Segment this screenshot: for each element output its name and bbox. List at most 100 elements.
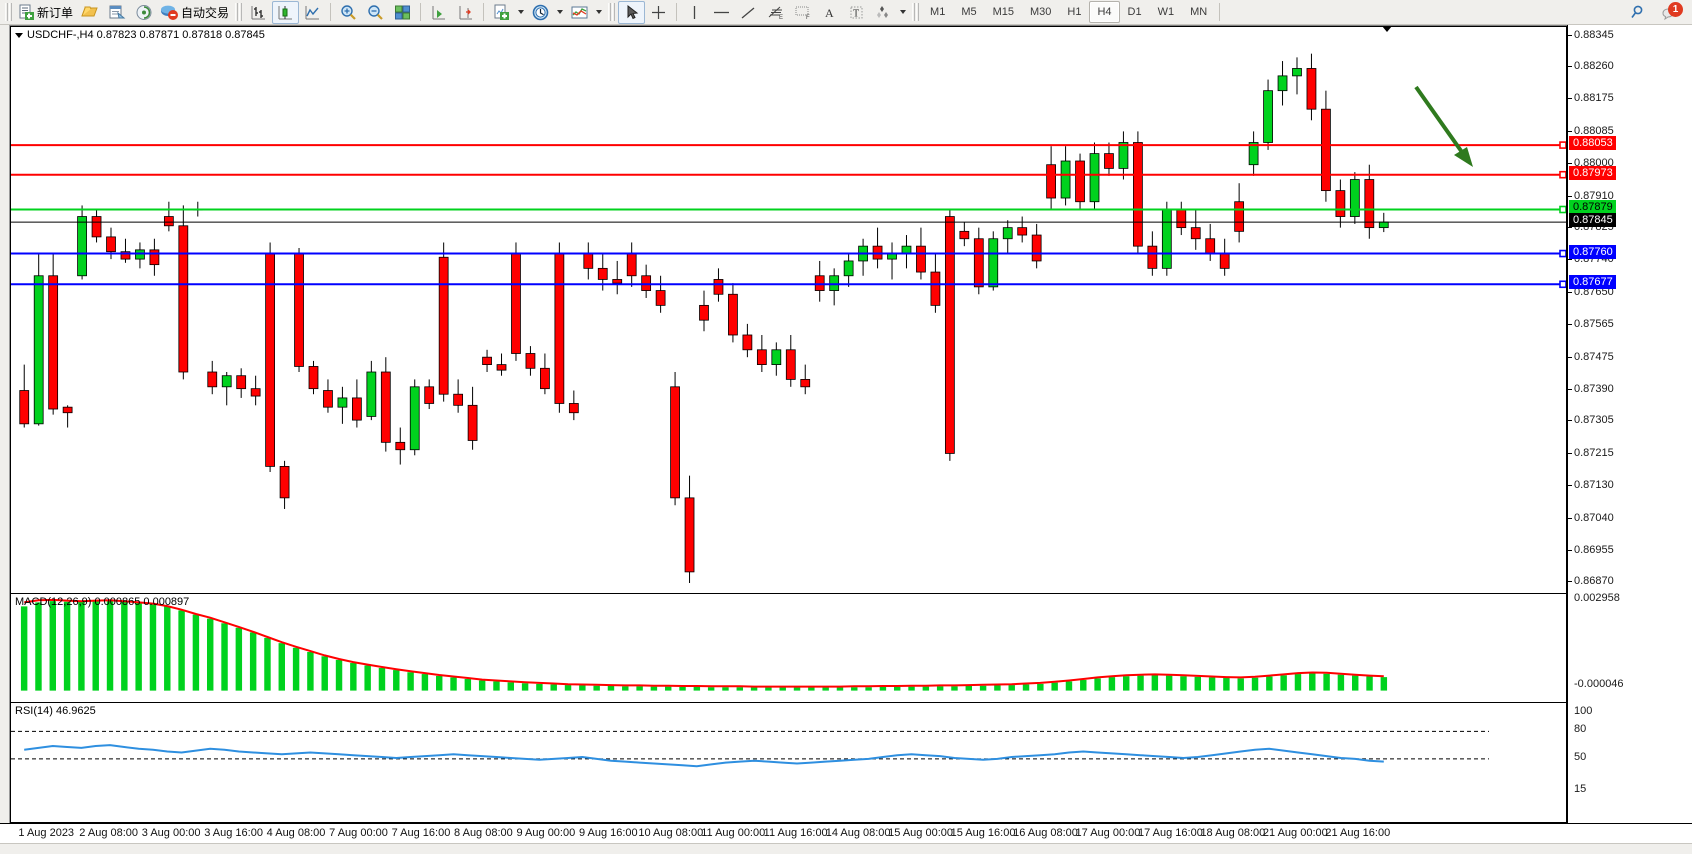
candle-body <box>380 371 391 443</box>
timeframe-m5[interactable]: M5 <box>961 6 977 18</box>
rsi-tick-15: 15 <box>1574 783 1587 795</box>
price-tag-support-2[interactable]: 0.87677 <box>1569 275 1616 290</box>
fibo-icon[interactable]: E <box>762 1 789 24</box>
period-dropdown-caret[interactable] <box>557 10 564 14</box>
candle-body <box>583 253 594 269</box>
chart-drop-marker-icon <box>1382 26 1392 32</box>
price-line-handle <box>1559 141 1566 149</box>
macd-label: MACD(12,26,9) 0.000865 0.000897 <box>15 596 190 608</box>
chart-shift-icon[interactable] <box>425 1 452 24</box>
auto-scroll-icon[interactable] <box>452 1 479 24</box>
price-line-handle <box>1559 249 1566 258</box>
down-arrow-shaft <box>1414 85 1466 157</box>
toolbar-grip-4[interactable] <box>912 3 920 21</box>
candle-body <box>1277 75 1288 92</box>
zoom-out-icon[interactable] <box>362 1 389 24</box>
crosshair-icon[interactable] <box>645 1 672 24</box>
time-tick: 3 Aug 16:00 <box>204 827 263 839</box>
candle-body <box>525 353 536 369</box>
macd-panel[interactable]: MACD(12,26,9) 0.000865 0.000897 <box>10 593 1567 704</box>
price-tag-support-1[interactable]: 0.87760 <box>1569 244 1616 259</box>
candle-body <box>1118 142 1129 169</box>
trendline-icon[interactable] <box>735 1 762 24</box>
candle-body <box>959 230 970 240</box>
candle-body <box>641 275 652 291</box>
svg-text:T: T <box>853 8 859 19</box>
svg-text:F: F <box>806 15 810 21</box>
objects-icon[interactable] <box>870 1 897 24</box>
price-tick: 0.87650 <box>1568 286 1614 298</box>
new-order-label: 新订单 <box>37 5 74 20</box>
time-tick: 17 Aug 00:00 <box>1075 827 1141 839</box>
indicators-icon[interactable] <box>566 1 593 24</box>
line-chart-icon[interactable] <box>299 1 326 24</box>
timeframe-w1[interactable]: W1 <box>1157 6 1175 18</box>
candle-body <box>62 406 73 414</box>
timeframe-mn[interactable]: MN <box>1190 6 1208 18</box>
time-tick: 16 Aug 08:00 <box>1013 827 1078 839</box>
rsi-panel[interactable]: RSI(14) 46.9625 <box>10 702 1567 823</box>
tile-windows-icon[interactable] <box>389 1 416 24</box>
candle-body <box>1190 227 1201 240</box>
fibo-f-icon[interactable]: F <box>789 1 816 24</box>
candle-body <box>568 403 579 414</box>
toolbar-grip-2[interactable] <box>235 3 243 21</box>
candle-body <box>453 393 464 406</box>
candle-body <box>91 216 102 238</box>
candle-body <box>149 249 160 266</box>
alerts-icon[interactable]: 1 <box>1657 1 1684 24</box>
price-line-handle <box>1559 205 1566 214</box>
collapse-triangle-icon[interactable] <box>15 32 23 38</box>
candle-body <box>265 253 275 467</box>
price-chart-svg <box>11 53 1566 583</box>
price-tag-entry[interactable]: 0.87879 <box>1569 200 1616 215</box>
timeframe-m15[interactable]: M15 <box>992 6 1014 18</box>
timeframe-h1[interactable]: H1 <box>1067 6 1082 18</box>
time-axis[interactable]: 1 Aug 2023 2 Aug 08:00 3 Aug 00:00 3 Aug 16… <box>0 823 1692 843</box>
candle-body <box>496 364 507 371</box>
indicators-dropdown-caret[interactable] <box>596 10 603 14</box>
symbol-header: USDCHF-,H4 0.87823 0.87871 0.87818 0.878… <box>15 29 265 41</box>
time-tick: 9 Aug 16:00 <box>578 827 638 839</box>
label-icon[interactable]: T <box>843 1 870 24</box>
search-icon[interactable] <box>1624 1 1651 24</box>
cursor-icon[interactable] <box>618 0 646 24</box>
price-tag-resistance-2[interactable]: 0.87973 <box>1569 165 1616 180</box>
timeframe-m1[interactable]: M1 <box>930 6 946 18</box>
timeframe-d1[interactable]: D1 <box>1127 6 1142 18</box>
candle-body <box>814 275 825 291</box>
new-chart-icon[interactable] <box>488 1 515 24</box>
candle-body <box>1002 227 1013 240</box>
period-icon[interactable] <box>527 1 554 24</box>
objects-dropdown-caret[interactable] <box>900 10 907 14</box>
time-tick: 9 Aug 00:00 <box>516 827 576 839</box>
candle-chart-icon[interactable] <box>272 0 300 24</box>
text-icon[interactable]: A <box>816 1 843 24</box>
rsi-tick-100: 100 <box>1574 705 1593 717</box>
chart-panels[interactable]: USDCHF-,H4 0.87823 0.87871 0.87818 0.878… <box>10 25 1567 823</box>
price-axis[interactable]: 0.88345 0.88260 0.88175 0.88085 0.88000 0.879… <box>1567 25 1692 823</box>
time-tick: 11 Aug 00:00 <box>701 827 766 839</box>
price-panel[interactable]: USDCHF-,H4 0.87823 0.87871 0.87818 0.878… <box>10 26 1567 595</box>
price-tag-bid[interactable]: 0.87845 <box>1569 213 1616 228</box>
autotrading-icon[interactable]: 自动交易 <box>157 1 232 24</box>
main-toolbar: 新订单 <box>0 0 1692 25</box>
timeframe-m30[interactable]: M30 <box>1030 6 1052 18</box>
price-tick: 0.86955 <box>1568 544 1614 556</box>
data-window-icon[interactable] <box>103 1 130 24</box>
timeframe-h4[interactable]: H4 <box>1089 1 1120 23</box>
vline-icon[interactable] <box>681 1 708 24</box>
navigator-icon[interactable] <box>130 1 157 24</box>
time-tick: 15 Aug 16:00 <box>950 827 1016 839</box>
new-order-button[interactable]: 新订单 <box>15 1 76 24</box>
folder-icon[interactable] <box>76 1 103 24</box>
price-tag-resistance-1[interactable]: 0.88053 <box>1569 136 1616 151</box>
toolbar-separator-4 <box>676 3 678 21</box>
hline-icon[interactable] <box>708 1 735 24</box>
bar-chart-icon[interactable] <box>245 1 272 24</box>
candle-body <box>294 253 304 367</box>
toolbar-grip[interactable] <box>5 3 12 21</box>
zoom-in-icon[interactable] <box>335 1 362 24</box>
toolbar-grip-3[interactable] <box>608 3 616 21</box>
new-chart-dropdown-caret[interactable] <box>518 10 525 14</box>
